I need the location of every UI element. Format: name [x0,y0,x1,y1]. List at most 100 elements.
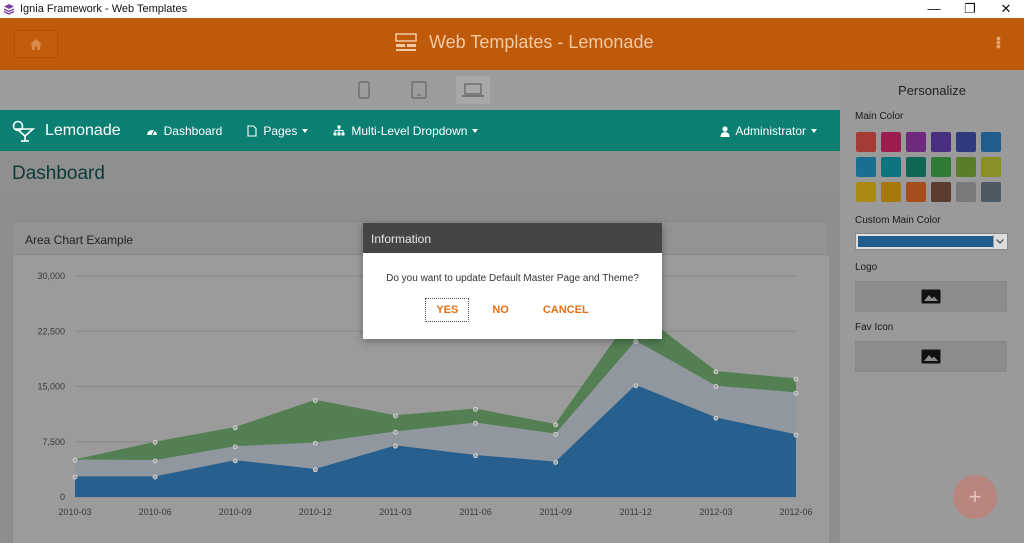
lemonade-brand[interactable]: Lemonade [11,120,121,142]
data-point [473,420,478,426]
page-title-bar: Dashboard [0,151,840,197]
data-point [312,398,318,403]
nav-multilevel[interactable]: Multi-Level Dropdown [333,124,479,138]
laptop-icon [462,83,484,97]
app-logo-icon [3,4,15,15]
data-point [553,459,559,465]
x-tick-label: 2010-09 [219,507,252,517]
cocktail-icon [12,120,35,142]
main-color-label: Main Color [855,111,904,122]
home-button[interactable] [14,30,58,58]
data-point [312,467,318,473]
minimize-button[interactable]: — [927,1,941,16]
series-line [74,340,797,462]
data-point [393,443,398,449]
data-point [232,444,238,450]
caret-down-icon [811,129,817,133]
device-toolbar [0,70,840,110]
phone-view-button[interactable] [347,76,381,104]
color-swatch[interactable] [956,182,976,202]
window-title: Ignia Framework - Web Templates [20,3,188,15]
data-point [553,422,559,428]
color-swatch[interactable] [981,157,1001,177]
color-swatch[interactable] [856,182,876,202]
color-swatch[interactable] [881,157,901,177]
custom-color-picker[interactable] [855,233,1008,250]
data-point [152,458,158,464]
data-point [393,413,398,419]
data-point [633,339,639,344]
tablet-view-button[interactable] [402,76,436,104]
dialog-title: Information [363,223,662,253]
more-menu-icon[interactable]: • • • [996,30,1001,54]
y-tick-label: 7,500 [42,437,65,447]
personalize-panel: Personalize Main Color Custom Main Color… [840,70,1024,543]
data-point [793,390,799,396]
color-swatch[interactable] [956,132,976,152]
page-title: Dashboard [12,163,105,184]
color-swatch[interactable] [856,157,876,177]
x-tick-label: 2010-03 [58,507,91,517]
color-swatch[interactable] [906,132,926,152]
dialog-buttons: YES NO CANCEL [363,298,662,322]
cancel-button[interactable]: CANCEL [542,304,589,316]
x-tick-label: 2010-06 [139,507,172,517]
data-point [473,406,478,412]
nav-dashboard[interactable]: Dashboard [146,123,223,138]
logo-upload-button[interactable] [855,281,1007,312]
data-point [72,474,78,480]
data-point [633,383,639,389]
color-swatch[interactable] [931,157,951,177]
sitemap-icon [333,125,345,136]
header-title: Web Templates - Lemonade [429,32,654,52]
add-fab-button[interactable]: + [953,475,997,519]
app-header: Web Templates - Lemonade • • • [0,18,1024,70]
brand-name: Lemonade [45,121,121,139]
y-tick-label: 15,000 [37,382,65,392]
data-point [713,415,719,421]
data-point [793,376,799,382]
color-swatch[interactable] [881,132,901,152]
color-swatch[interactable] [931,132,951,152]
color-swatch[interactable] [956,157,976,177]
color-swatch[interactable] [931,182,951,202]
fav-icon-upload-button[interactable] [855,341,1007,372]
restore-button[interactable]: ❐ [964,1,976,16]
custom-color-preview [858,236,993,247]
no-button[interactable]: NO [492,304,509,316]
close-button[interactable]: ✕ [1000,1,1012,16]
x-tick-label: 2011-09 [539,507,571,517]
tablet-icon [411,81,427,99]
image-icon [921,289,941,304]
nav-admin-label: Administrator [735,124,806,138]
color-swatch[interactable] [981,182,1001,202]
laptop-view-button[interactable] [456,76,490,104]
x-tick-label: 2012-06 [779,507,812,517]
area-series [75,310,796,461]
page-icon [247,124,257,137]
caret-down-icon [302,128,309,133]
color-swatch[interactable] [906,182,926,202]
nav-pages[interactable]: Pages [247,123,309,138]
dropdown-arrow-icon[interactable] [993,235,1006,248]
x-tick-label: 2011-12 [620,507,652,517]
data-point [232,425,238,431]
color-swatch[interactable] [906,157,926,177]
series-line [74,309,797,461]
template-preview: Lemonade Dashboard Pages Multi-Level Dro… [0,110,840,543]
nav-pages-label: Pages [263,123,298,138]
lemonade-navbar: Lemonade Dashboard Pages Multi-Level Dro… [0,110,840,151]
color-swatch[interactable] [981,132,1001,152]
nav-administrator[interactable]: Administrator [720,124,817,138]
window-title-bar: Ignia Framework - Web Templates — ❐ ✕ [0,0,1024,18]
custom-color-label: Custom Main Color [855,215,941,226]
yes-button[interactable]: YES [425,298,470,322]
color-swatch[interactable] [856,132,876,152]
dialog-message: Do you want to update Default Master Pag… [386,273,639,284]
data-point [312,440,318,446]
x-tick-label: 2011-03 [379,507,411,517]
area-series [75,385,796,497]
data-point [393,429,398,435]
color-swatch[interactable] [881,182,901,202]
nav-dashboard-label: Dashboard [163,123,223,138]
